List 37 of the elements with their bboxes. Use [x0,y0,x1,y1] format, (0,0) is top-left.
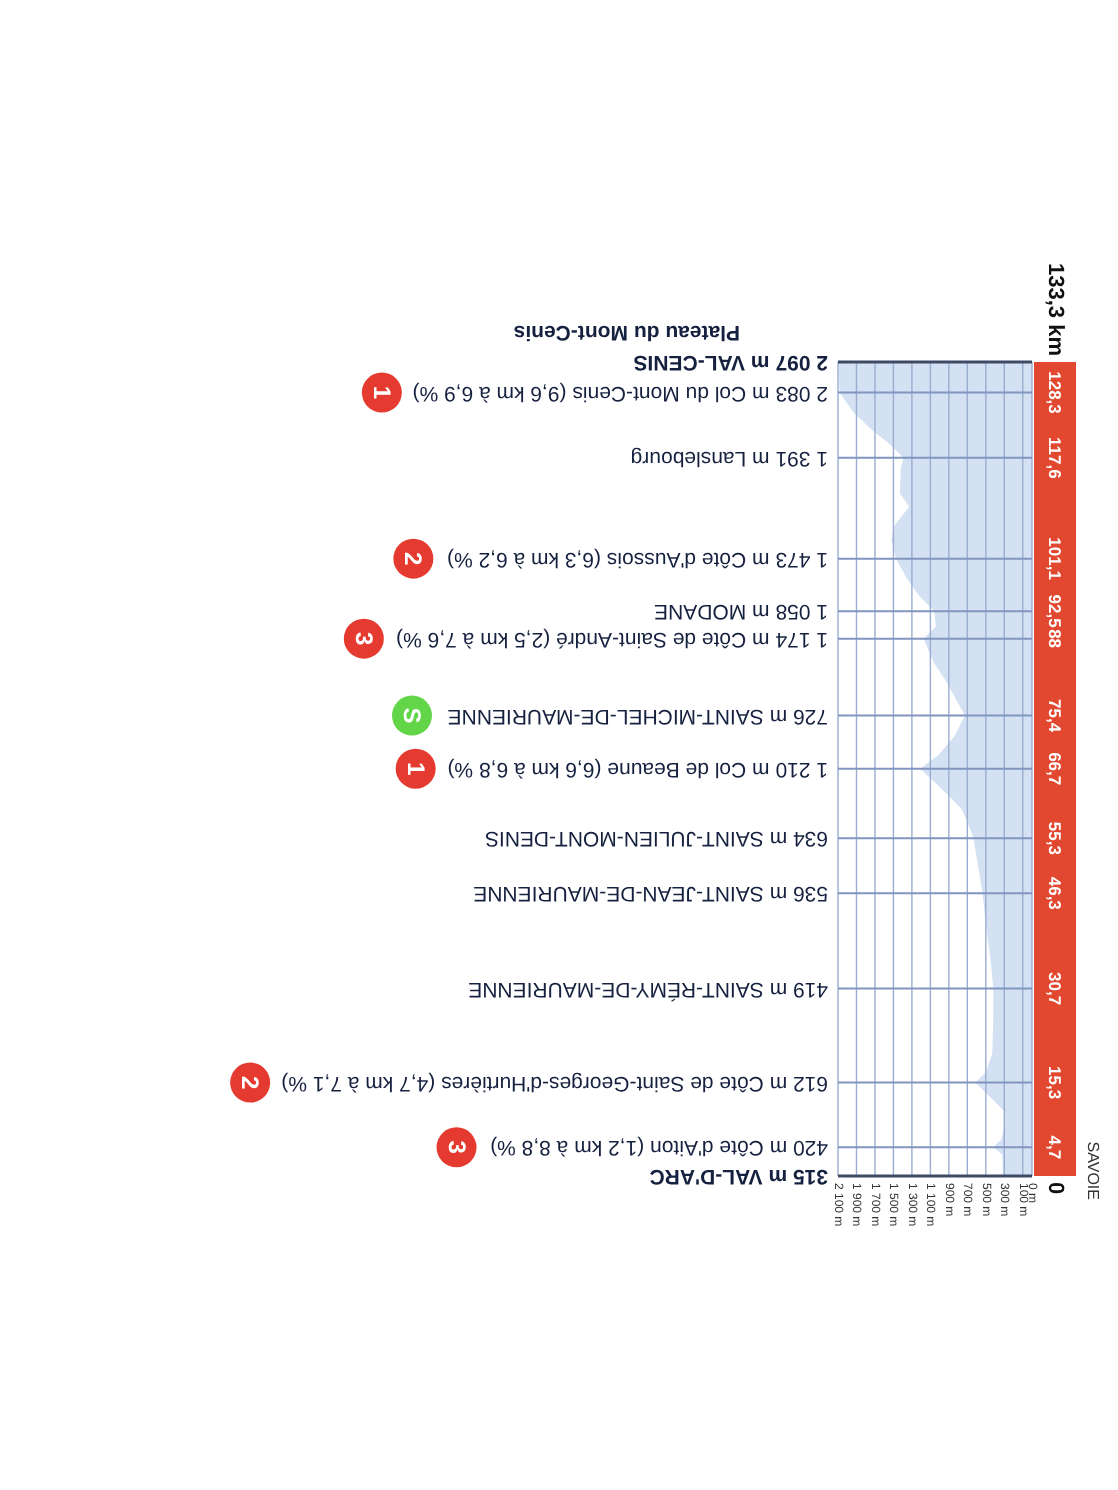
text: 2 083 m Col du Mont-Cenis (9,6 km à 6,9 %) [412,380,828,405]
text: 1 058 m MODANE [654,599,828,624]
text: 612 m Côte de Saint-Georges-d'Hurtières (4,7 km à 7,1 %) [281,1070,828,1095]
text: 726 m SAINT-MICHEL-DE-MAURIENNE [447,703,828,728]
text: 536 m SAINT-JEAN-DE-MAURIENNE [473,881,828,906]
text: 1 210 m Col de Beaune (6,6 km à 6,8 %) [447,756,828,781]
y-tick-label: 66,7 [1045,752,1065,786]
y-tick-label: 15,3 [1045,1066,1065,1100]
y-tick-label: 75,4 [1045,699,1065,733]
text: 2 [399,551,428,566]
text: 1 391 m Lanslebourg [630,445,828,470]
text: 133,3 km [1043,263,1067,357]
y-tick-label: 117,6 [1045,437,1065,480]
text: 634 m SAINT-JULIEN-MONT-DENIS [484,826,828,851]
text: 2 [236,1075,265,1090]
y-tick-label: 46,3 [1045,876,1065,911]
text: 420 m Côte d'Aiton (1,2 km à 8,8 %) [490,1135,828,1160]
y-tick-label: 0 [1043,1182,1067,1195]
text: 419 m SAINT-RÉMY-DE-MAURIENNE [468,976,828,1003]
text: 1 [401,762,430,777]
text: 2 097 m VAL-CENIS [633,350,828,374]
y-tick-label: 55,3 [1045,821,1065,856]
y-tick-label: 4,7 [1045,1135,1065,1160]
y-tick-label: 101,1 [1045,537,1065,581]
text: 1 174 m Côte de Saint-André (2,5 km à 7,6 %) [396,626,828,651]
y-tick-label: 30,7 [1045,971,1065,1006]
text: 1 473 m Côte d'Aussois (6,3 km à 6,2 %) [446,546,828,571]
y-tick-label: 128,3 [1045,371,1065,415]
y-tick-label: 92,5 [1045,594,1065,629]
text: SAVOIE [1084,1141,1102,1200]
text: Plateau du Mont-Cenis [513,320,740,344]
text: 315 m VAL-D'ARC [648,1164,828,1188]
text: 3 [442,1140,471,1155]
text: S [397,707,426,724]
text: 1 [367,385,396,400]
text: 3 [349,631,378,646]
y-tick-label: 88 [1045,629,1065,649]
